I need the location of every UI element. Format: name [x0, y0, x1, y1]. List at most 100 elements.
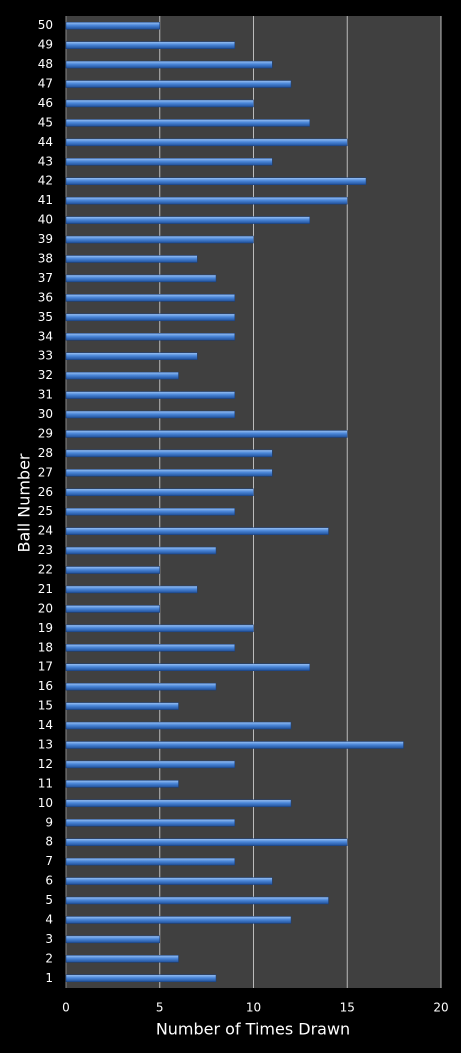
y-tick-label: 22 — [38, 563, 53, 577]
x-tick-label: 20 — [433, 1001, 448, 1015]
y-tick-label: 15 — [38, 699, 53, 713]
y-axis-title: Ball Number — [15, 453, 34, 552]
x-tick-label: 10 — [246, 1001, 261, 1015]
bar — [65, 974, 217, 983]
x-tick-label: 15 — [340, 1001, 355, 1015]
y-tick-label: 42 — [38, 174, 53, 188]
bar — [65, 196, 348, 205]
bar — [65, 702, 179, 710]
y-tick-label: 48 — [38, 57, 53, 71]
y-tick-label: 6 — [45, 874, 53, 888]
bar — [65, 430, 348, 438]
bar — [65, 935, 160, 944]
y-tick-label: 8 — [45, 835, 53, 849]
y-tick-label: 16 — [38, 679, 53, 693]
y-tick-label: 12 — [38, 757, 53, 771]
bar — [65, 585, 198, 594]
y-tick-label: 29 — [38, 426, 53, 440]
bar — [65, 158, 273, 166]
y-tick-label: 32 — [38, 368, 53, 382]
bar — [65, 916, 292, 924]
y-tick-label: 25 — [38, 504, 53, 518]
y-tick-label: 7 — [45, 854, 53, 868]
y-tick-label: 21 — [38, 582, 53, 596]
y-tick-label: 37 — [38, 271, 53, 285]
y-tick-label: 1 — [45, 971, 53, 985]
bar — [65, 119, 310, 127]
y-tick-label: 33 — [38, 349, 53, 363]
y-tick-label: 43 — [38, 154, 53, 168]
y-tick-label: 38 — [38, 252, 53, 266]
y-tick-label: 47 — [38, 77, 53, 91]
bar — [65, 371, 179, 380]
y-tick-label: 35 — [38, 310, 53, 324]
y-tick-label: 9 — [45, 815, 53, 829]
y-tick-label: 39 — [38, 232, 53, 246]
y-tick-label: 31 — [38, 388, 53, 402]
x-tick-label: 5 — [156, 1001, 164, 1015]
bar — [65, 663, 310, 671]
bar — [65, 546, 217, 555]
bar — [65, 469, 273, 477]
y-tick-label: 19 — [38, 621, 53, 635]
y-tick-label: 13 — [38, 738, 53, 752]
bar — [65, 838, 348, 846]
bar — [65, 721, 292, 730]
bar — [65, 624, 254, 633]
bar — [65, 819, 235, 827]
y-tick-label: 4 — [45, 912, 53, 926]
bar — [65, 391, 235, 399]
y-tick-label: 11 — [38, 776, 53, 790]
bar — [65, 507, 235, 516]
bar — [65, 41, 235, 49]
bar — [65, 760, 235, 769]
y-tick-label: 14 — [38, 718, 53, 732]
bar — [65, 333, 235, 341]
y-tick-label: 41 — [38, 193, 53, 207]
x-tick-label: 0 — [62, 1001, 70, 1015]
bar — [65, 741, 404, 749]
bar — [65, 294, 235, 302]
y-tick-label: 36 — [38, 290, 53, 304]
y-tick-label: 28 — [38, 446, 53, 460]
y-tick-label: 46 — [38, 96, 53, 110]
bar — [65, 877, 273, 885]
bar — [65, 449, 273, 458]
bar — [65, 274, 217, 283]
bar — [65, 799, 292, 808]
bar — [65, 410, 235, 419]
y-tick-label: 20 — [38, 601, 53, 615]
bar — [65, 138, 348, 147]
bar — [65, 21, 160, 30]
y-tick-label: 24 — [38, 524, 53, 538]
bar — [65, 352, 198, 360]
bar — [65, 216, 310, 224]
y-tick-label: 44 — [38, 135, 53, 149]
bar — [65, 566, 160, 574]
bar — [65, 99, 254, 108]
y-tick-label: 40 — [38, 213, 53, 227]
y-tick-label: 2 — [45, 951, 53, 965]
bar — [65, 177, 367, 185]
bar — [65, 857, 235, 866]
bar — [65, 896, 329, 905]
y-tick-label: 10 — [38, 796, 53, 810]
bar — [65, 682, 217, 691]
bar — [65, 60, 273, 69]
bar — [65, 955, 179, 963]
bar — [65, 527, 329, 535]
y-tick-label: 30 — [38, 407, 53, 421]
bar — [65, 780, 179, 788]
y-tick-label: 49 — [38, 38, 53, 52]
bar — [65, 80, 292, 88]
y-tick-label: 34 — [38, 329, 53, 343]
x-axis-title: Number of Times Drawn — [156, 1020, 350, 1039]
bar — [65, 488, 254, 497]
bar — [65, 235, 254, 244]
y-tick-label: 50 — [38, 18, 53, 32]
y-tick-label: 3 — [45, 932, 53, 946]
bar — [65, 605, 160, 613]
y-tick-label: 26 — [38, 485, 53, 499]
y-tick-label: 17 — [38, 660, 53, 674]
